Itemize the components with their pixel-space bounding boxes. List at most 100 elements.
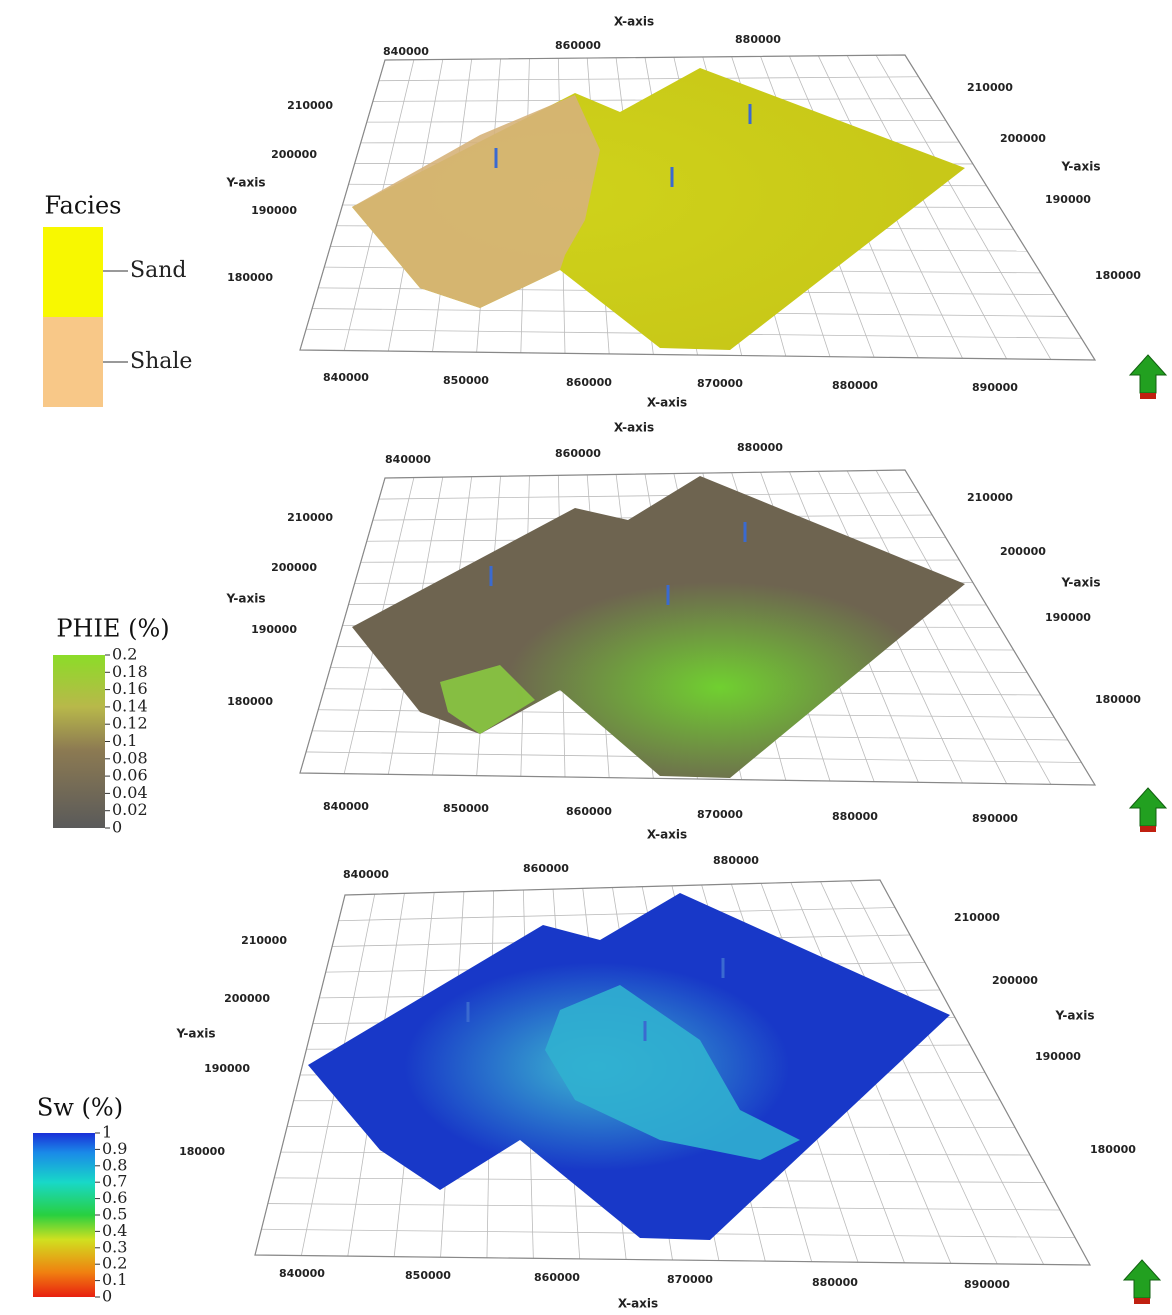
y-tick-label: 190000 — [204, 1062, 250, 1075]
legend-swatch — [43, 317, 103, 407]
legend-label: 0 — [112, 818, 122, 837]
map-panel: X-axis X-axis Y-axis Y-axis 840000 860000 8800… — [43, 15, 1168, 410]
legend-label: 0.1 — [112, 731, 137, 750]
x-tick-label: 840000 — [343, 868, 389, 881]
grid-line — [875, 470, 1052, 785]
x-tick-label: 860000 — [523, 862, 569, 875]
y-tick-label: 180000 — [227, 695, 273, 708]
y-tick-label: 210000 — [954, 911, 1000, 924]
x-tick-label: 880000 — [735, 33, 781, 46]
y-axis-title: Y-axis — [1061, 160, 1101, 174]
x-tick-label: 890000 — [972, 381, 1018, 394]
x-tick-label: 860000 — [555, 39, 601, 52]
legend-label: 0.04 — [112, 783, 148, 802]
legend-title: Facies — [45, 192, 122, 220]
grid-line — [846, 470, 1008, 784]
y-tick-label: 180000 — [1095, 269, 1141, 282]
x-tick-label: 880000 — [832, 810, 878, 823]
legend-label: 0.16 — [112, 679, 148, 698]
north-arrow — [1128, 787, 1168, 827]
legend-label: 0.1 — [102, 1270, 127, 1289]
legend-label: Shale — [130, 349, 192, 374]
x-axis-title: X-axis — [614, 15, 654, 29]
x-tick-label: 840000 — [279, 1267, 325, 1280]
legend-label: 0.6 — [102, 1188, 127, 1207]
map-panel: X-axis Y-axis Y-axis 840000 860000 880000 8400… — [33, 854, 1162, 1311]
legend-label: 0.5 — [102, 1205, 127, 1224]
surface-region — [440, 665, 535, 734]
legend-title: Sw (%) — [37, 1094, 123, 1122]
y-tick-label: 210000 — [287, 511, 333, 524]
grid-line — [820, 881, 998, 1265]
x-tick-label: 890000 — [964, 1278, 1010, 1291]
x-tick-label: 870000 — [697, 377, 743, 390]
legend-label: 0.3 — [102, 1237, 127, 1256]
x-axis-title: X-axis — [647, 396, 687, 410]
map-panel: X-axis X-axis Y-axis Y-axis 840000 860000 8800… — [53, 421, 1168, 842]
y-tick-label: 210000 — [967, 491, 1013, 504]
legend-label: 0.4 — [102, 1221, 127, 1240]
legend-swatch — [43, 227, 103, 317]
legend-label: 0.2 — [112, 645, 137, 664]
x-tick-label: 840000 — [385, 453, 431, 466]
y-tick-label: 200000 — [271, 561, 317, 574]
north-arrow-base — [1140, 826, 1156, 832]
y-tick-label: 210000 — [241, 934, 287, 947]
legend-label: 0.14 — [112, 696, 148, 715]
legend-label: 0.06 — [112, 766, 148, 785]
colorbar — [53, 655, 105, 828]
y-tick-label: 180000 — [1095, 693, 1141, 706]
x-tick-label: 840000 — [383, 45, 429, 58]
colorbar — [33, 1133, 95, 1297]
legend-label: 0 — [102, 1287, 112, 1306]
y-axis-title: Y-axis — [226, 592, 266, 606]
x-tick-label: 880000 — [713, 854, 759, 867]
x-tick-label: 840000 — [323, 800, 369, 813]
y-axis-title: Y-axis — [226, 176, 266, 190]
y-tick-label: 200000 — [1000, 132, 1046, 145]
y-tick-label: 210000 — [287, 99, 333, 112]
legend-label: 0.7 — [102, 1172, 127, 1191]
north-arrow-base — [1134, 1298, 1150, 1304]
y-tick-label: 200000 — [1000, 545, 1046, 558]
y-axis-title: Y-axis — [1061, 576, 1101, 590]
x-tick-label: 850000 — [405, 1269, 451, 1282]
y-tick-label: 190000 — [1045, 193, 1091, 206]
x-tick-label: 860000 — [534, 1271, 580, 1284]
x-tick-label: 850000 — [443, 374, 489, 387]
north-arrow-base — [1140, 393, 1156, 399]
x-tick-label: 890000 — [972, 812, 1018, 825]
grid-line — [846, 55, 1008, 360]
legend-label: 0.02 — [112, 800, 148, 819]
legend-label: 0.2 — [102, 1254, 127, 1273]
surface-region — [352, 95, 600, 308]
y-tick-label: 200000 — [224, 992, 270, 1005]
x-tick-label: 860000 — [566, 376, 612, 389]
legend-label: 1 — [102, 1123, 112, 1142]
legend-label: Sand — [130, 258, 186, 283]
y-tick-label: 190000 — [251, 623, 297, 636]
y-tick-label: 200000 — [271, 148, 317, 161]
x-tick-label: 860000 — [566, 805, 612, 818]
x-axis-title: X-axis — [647, 828, 687, 842]
legend-title: PHIE (%) — [56, 615, 169, 643]
y-tick-label: 180000 — [227, 271, 273, 284]
y-axis-title: Y-axis — [1055, 1009, 1095, 1023]
grid-frame — [299, 469, 1097, 786]
x-tick-label: 840000 — [323, 371, 369, 384]
grid-frame — [299, 54, 1097, 361]
legend-label: 0.8 — [102, 1155, 127, 1174]
y-tick-label: 190000 — [1045, 611, 1091, 624]
x-axis-title: X-axis — [614, 421, 654, 435]
y-tick-label: 190000 — [1035, 1050, 1081, 1063]
grid-line — [875, 55, 1052, 360]
x-axis-title: X-axis — [618, 1297, 658, 1311]
y-tick-label: 180000 — [179, 1145, 225, 1158]
legend-label: 0.18 — [112, 662, 148, 681]
x-tick-label: 880000 — [832, 379, 878, 392]
x-tick-label: 880000 — [812, 1276, 858, 1289]
y-tick-label: 190000 — [251, 204, 297, 217]
x-tick-label: 880000 — [737, 441, 783, 454]
x-tick-label: 860000 — [555, 447, 601, 460]
